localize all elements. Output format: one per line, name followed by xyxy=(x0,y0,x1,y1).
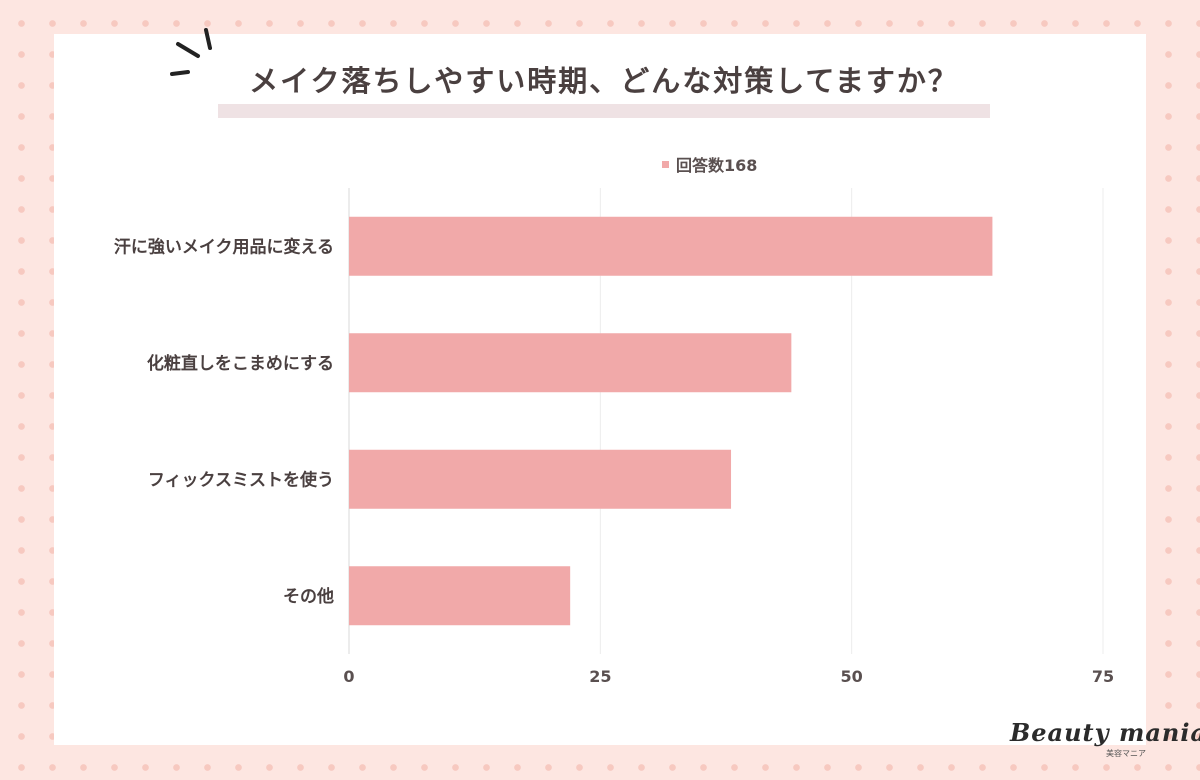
title-underline xyxy=(218,104,990,118)
bar xyxy=(349,216,993,276)
bar xyxy=(349,449,732,509)
tick-labels: 0 25 50 75 xyxy=(343,667,1114,686)
legend-swatch xyxy=(662,160,669,168)
category-label: 化粧直しをこまめにする xyxy=(147,353,334,374)
legend: 回答数168 xyxy=(662,153,757,175)
legend-label: 回答数168 xyxy=(676,156,758,175)
bar xyxy=(349,333,792,393)
sparkle-accent-icon xyxy=(170,28,212,76)
bars xyxy=(349,216,993,626)
logo-subtext: 美容マニア xyxy=(1106,749,1146,758)
category-label: 汗に強いメイク用品に変える xyxy=(114,236,334,257)
category-label: フィックスミストを使う xyxy=(148,469,334,490)
logo-text: Beauty mania xyxy=(1010,718,1200,747)
category-label: その他 xyxy=(283,586,334,607)
bar xyxy=(349,566,571,626)
brand-logo: Beauty mania 美容マニア xyxy=(1010,718,1200,766)
x-tick-label: 50 xyxy=(841,667,863,686)
x-tick-label: 25 xyxy=(589,667,611,686)
x-tick-label: 75 xyxy=(1092,667,1114,686)
chart-title: メイク落ちしやすい時期、どんな対策してますか？ xyxy=(249,64,959,98)
x-tick-label: 0 xyxy=(343,667,354,686)
